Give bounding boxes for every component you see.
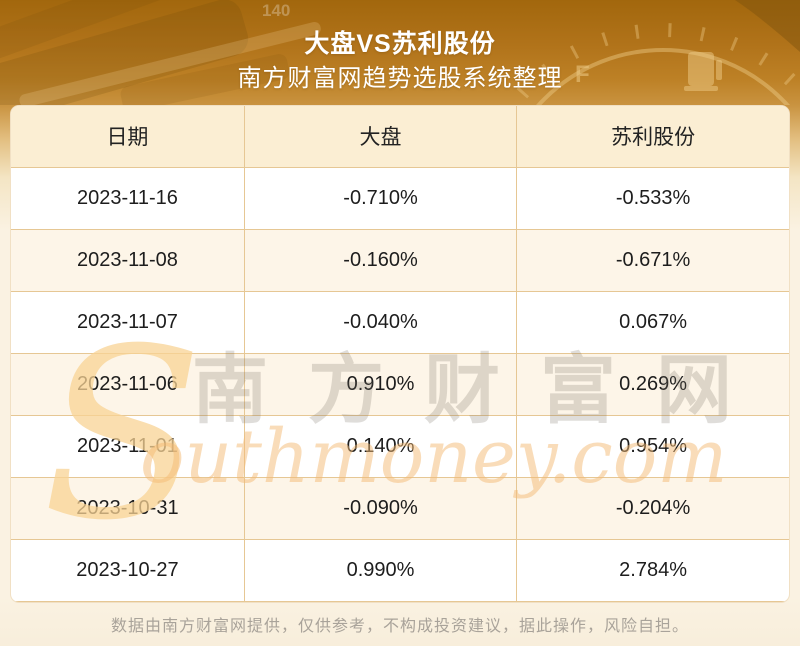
cell-market: -0.040%	[244, 291, 518, 354]
speedometer-140-text: 140	[262, 1, 290, 20]
column-header-market: 大盘	[244, 106, 518, 168]
table-row: 2023-10-31 -0.090% -0.204%	[11, 477, 789, 540]
column-header-stock: 苏利股份	[516, 106, 789, 168]
cell-stock: 0.067%	[516, 291, 789, 354]
table-card: 日期 大盘 苏利股份 2023-11-16 -0.710% -0.533% 2023-…	[10, 105, 790, 603]
fuel-gauge-decoration: F	[504, 0, 800, 105]
cell-market: 0.140%	[244, 415, 518, 478]
table-header-row: 日期 大盘 苏利股份	[11, 106, 789, 168]
table-row: 2023-11-08 -0.160% -0.671%	[11, 229, 789, 292]
column-header-date: 日期	[11, 106, 245, 168]
cell-date: 2023-10-31	[11, 477, 245, 540]
cell-market: 0.910%	[244, 353, 518, 416]
table-row: 2023-11-06 0.910% 0.269%	[11, 353, 789, 416]
banner-background-art: 140 F	[0, 0, 800, 105]
cell-date: 2023-10-27	[11, 539, 245, 602]
table-row: 2023-11-16 -0.710% -0.533%	[11, 167, 789, 230]
page-subtitle: 南方财富网趋势选股系统整理	[237, 65, 563, 92]
table-body: 2023-11-16 -0.710% -0.533% 2023-11-08 -0.160…	[11, 167, 789, 602]
footer-disclaimer: 数据由南方财富网提供，仅供参考，不构成投资建议，据此操作，风险自担。	[110, 617, 689, 635]
cell-date: 2023-11-06	[11, 353, 245, 416]
gauge-corner-shadow	[735, 0, 800, 52]
cell-market: -0.160%	[244, 229, 518, 292]
table-row: 2023-11-01 0.140% 0.954%	[11, 415, 789, 478]
cell-stock: -0.533%	[516, 167, 789, 230]
cell-market: -0.090%	[244, 477, 518, 540]
cell-date: 2023-11-01	[11, 415, 245, 478]
cell-date: 2023-11-16	[11, 167, 245, 230]
cell-stock: 0.954%	[516, 415, 789, 478]
table-row: 2023-10-27 0.990% 2.784%	[11, 539, 789, 602]
watch-band-decoration	[0, 0, 321, 105]
cell-stock: -0.204%	[516, 477, 789, 540]
cell-stock: 0.269%	[516, 353, 789, 416]
gauge-f-label: F	[575, 61, 590, 88]
banner: 140 F 大盘VS苏利股份 南方财富网趋势选股系统整理	[0, 0, 800, 105]
cell-stock: -0.671%	[516, 229, 789, 292]
cell-date: 2023-11-07	[11, 291, 245, 354]
cell-market: -0.710%	[244, 167, 518, 230]
page-title: 大盘VS苏利股份	[304, 30, 496, 58]
cell-stock: 2.784%	[516, 539, 789, 602]
table-row: 2023-11-07 -0.040% 0.067%	[11, 291, 789, 354]
cell-date: 2023-11-08	[11, 229, 245, 292]
cell-market: 0.990%	[244, 539, 518, 602]
fuel-pump-icon	[684, 52, 722, 91]
comparison-table: 日期 大盘 苏利股份 2023-11-16 -0.710% -0.533% 2023-…	[11, 106, 789, 602]
